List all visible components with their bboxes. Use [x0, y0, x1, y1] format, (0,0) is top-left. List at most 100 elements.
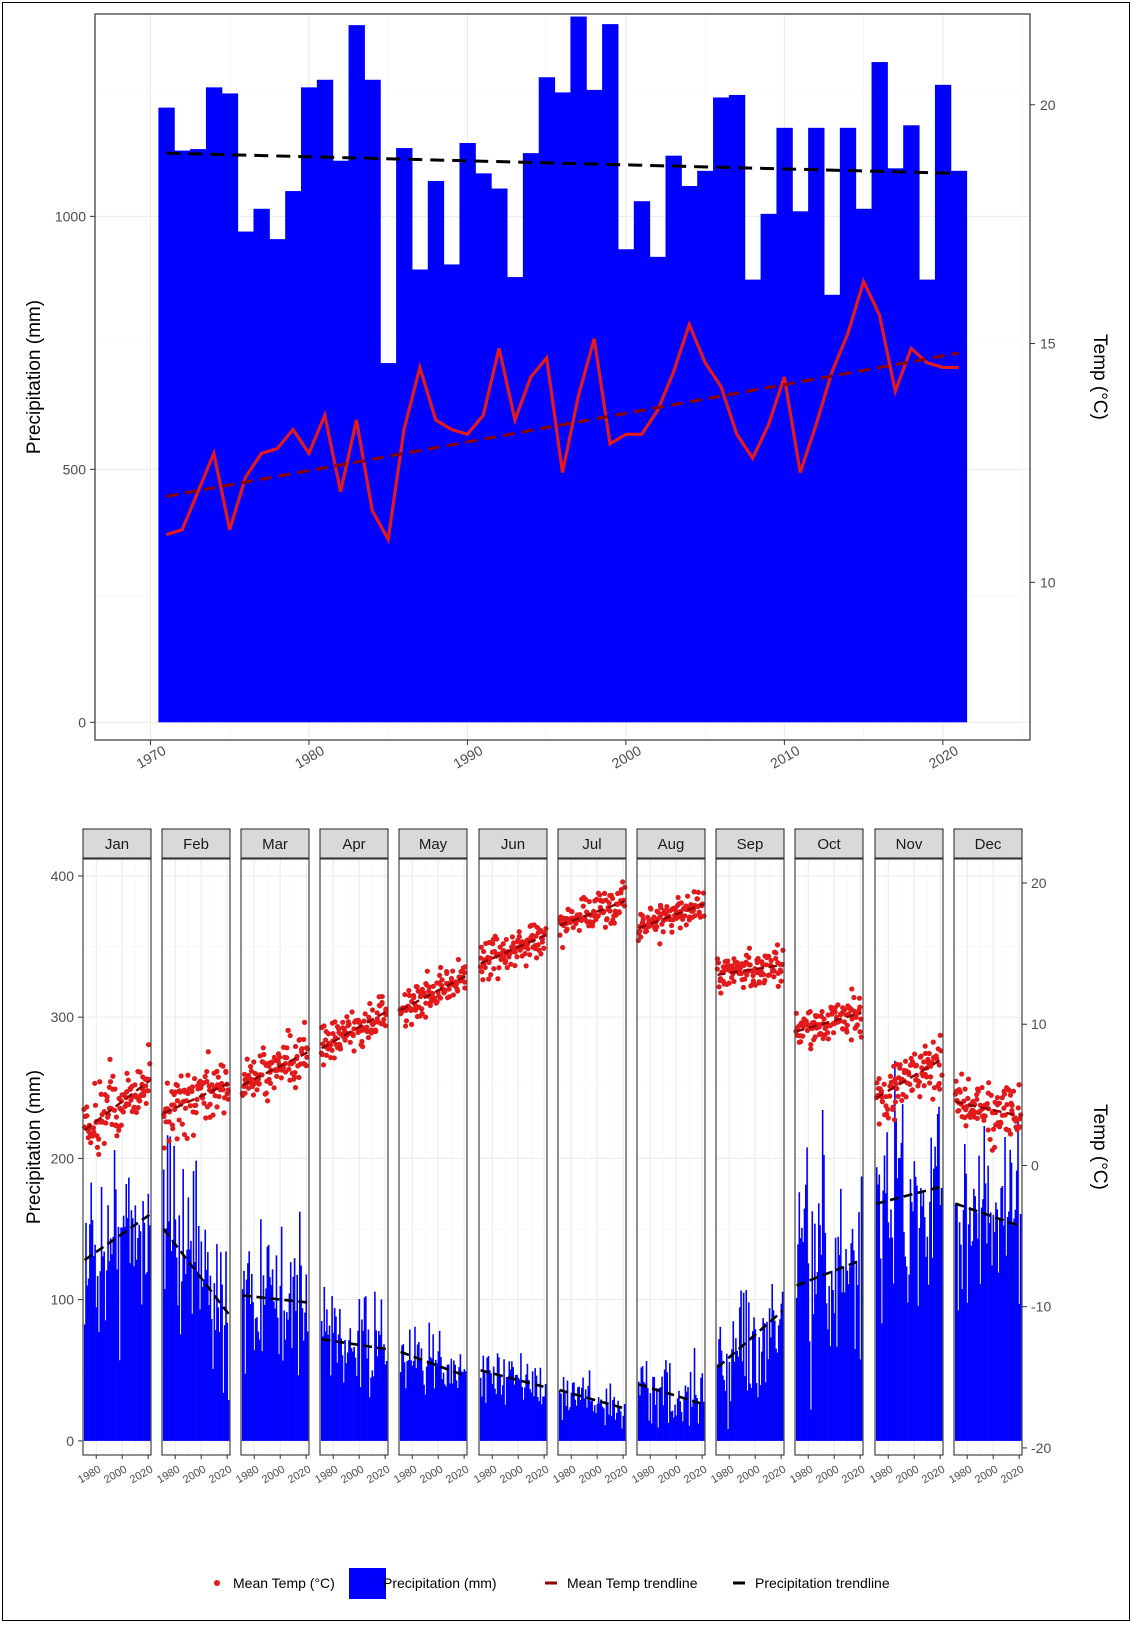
precipitation-bar: [938, 1106, 940, 1441]
precipitation-bar: [522, 153, 540, 723]
mean-temp-point: [595, 913, 601, 919]
precipitation-bar: [1010, 1162, 1013, 1441]
precipitation-bar: [399, 1372, 402, 1441]
mean-temp-point: [936, 1062, 942, 1068]
precipitation-bar: [940, 1187, 943, 1441]
precipitation-bar: [776, 127, 793, 723]
precipitation-bar: [483, 1370, 486, 1441]
mean-temp-point: [94, 1144, 101, 1150]
precipitation-bar: [320, 1320, 323, 1441]
precipitation-bar: [415, 1368, 418, 1441]
facet-x-tick-label: 2000: [735, 1464, 762, 1487]
mean-temp-point: [98, 1091, 104, 1097]
mean-temp-point: [220, 1087, 226, 1093]
precipitation-bar: [508, 1361, 511, 1441]
precipitation-bar: [823, 294, 841, 723]
precipitation-bar: [986, 1243, 988, 1441]
precipitation-bar: [486, 1357, 488, 1441]
legend-item: Mean Temp (°C): [214, 1575, 335, 1591]
precipitation-bar: [504, 1404, 507, 1441]
precipitation-bar: [225, 1251, 227, 1441]
precipitation-trendline: [876, 1185, 942, 1205]
mean-temp-point: [296, 1074, 302, 1081]
mean-temp-point: [972, 1109, 978, 1115]
precipitation-bar: [979, 1283, 982, 1441]
mean-temp-point: [111, 1107, 118, 1113]
facet-x-tick-label: 1980: [630, 1464, 657, 1487]
precipitation-bar: [984, 1183, 987, 1441]
mean-temp-point: [601, 890, 608, 896]
precipitation-bar: [355, 1375, 358, 1441]
mean-temp-point: [254, 1087, 260, 1093]
mean-temp-trendline: [955, 1100, 1021, 1118]
precipitation-bar: [83, 1324, 86, 1441]
mean-temp-point: [214, 1104, 220, 1110]
precipitation-bar: [1002, 1225, 1005, 1441]
precipitation-bar: [431, 1358, 433, 1441]
mean-temp-point: [771, 968, 777, 974]
precipitation-bar: [851, 1228, 854, 1441]
precipitation-bar: [197, 1225, 200, 1441]
mean-temp-point: [569, 909, 575, 915]
precipitation-bar: [740, 1290, 742, 1441]
mean-temp-point: [487, 955, 494, 961]
precipitation-bar: [899, 1158, 901, 1441]
facet-x-tick-label: 2000: [418, 1464, 445, 1487]
mean-temp-point: [1006, 1087, 1012, 1093]
mean-temp-point: [462, 964, 468, 970]
precipitation-bar: [882, 1190, 884, 1441]
precipitation-bar: [192, 1171, 195, 1441]
mean-temp-point: [921, 1083, 927, 1089]
precipitation-bar: [539, 1367, 542, 1441]
precipitation-bar: [139, 1231, 142, 1441]
mean-temp-point: [424, 968, 430, 974]
facet-border: [794, 858, 864, 1456]
precipitation-bar: [458, 1367, 460, 1441]
facet-strip: [636, 828, 706, 859]
mean-temp-point: [979, 1084, 985, 1091]
precipitation-bar: [269, 239, 286, 723]
precipitation-bar: [451, 1383, 454, 1441]
mean-temp-point: [887, 1093, 893, 1099]
precipitation-bar: [980, 1207, 983, 1441]
mean-temp-point: [506, 954, 512, 960]
facet-x-tick-label: 2020: [444, 1464, 471, 1487]
precipitation-bar: [524, 1387, 526, 1441]
mean-temp-point: [118, 1122, 124, 1128]
mean-temp-point: [648, 906, 654, 912]
precipitation-bar: [332, 160, 350, 723]
mean-temp-point: [330, 1031, 336, 1037]
facet-x-tick-label: 2020: [920, 1464, 947, 1487]
precipitation-bar: [488, 1370, 491, 1441]
mean-temp-point: [496, 965, 502, 971]
mean-temp-point: [267, 1080, 274, 1086]
precipitation-bar: [974, 1196, 976, 1441]
precipitation-bar: [675, 1415, 678, 1441]
precipitation-bar: [367, 1329, 370, 1441]
mean-temp-point: [292, 1085, 299, 1091]
precipitation-bar: [987, 1165, 989, 1441]
facet-y2-axis-title: Temp (°C): [1089, 1104, 1110, 1190]
facet-border: [398, 858, 468, 1456]
mean-temp-point: [582, 896, 589, 902]
precipitation-bar: [436, 1363, 438, 1441]
precipitation-bar: [284, 1339, 287, 1441]
mean-temp-point: [202, 1073, 208, 1080]
precipitation-bar: [511, 1361, 513, 1441]
precipitation-bar: [512, 1367, 514, 1441]
precipitation-bar: [666, 1372, 669, 1441]
precipitation-bar: [681, 186, 698, 723]
precipitation-bar: [135, 1259, 138, 1441]
precipitation-bar: [849, 1266, 851, 1441]
mean-temp-point: [858, 1016, 864, 1022]
mean-temp-point: [807, 1009, 813, 1015]
precipitation-bar: [376, 1356, 379, 1441]
y-tick-label: 0: [78, 714, 86, 730]
precipitation-bar: [936, 1114, 939, 1441]
precipitation-bar: [257, 1331, 260, 1441]
facet-x-tick-label: 2020: [682, 1464, 709, 1487]
mean-temp-point: [602, 924, 609, 930]
precipitation-bar: [799, 1238, 802, 1441]
mean-temp-point: [885, 1115, 891, 1121]
